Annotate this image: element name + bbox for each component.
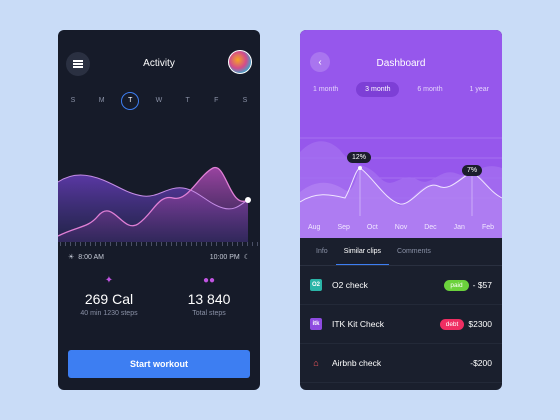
status-badge: paid (444, 279, 469, 291)
period-1-month[interactable]: 1 month (313, 86, 339, 93)
month-axis: Aug Sep Oct Nov Dec Jan Feb (300, 224, 502, 231)
period-6-month[interactable]: 6 month (417, 86, 443, 93)
airbnb-icon: ⌂ (313, 358, 319, 368)
period-1-year[interactable]: 1 year (469, 86, 489, 93)
page-title: Dashboard (376, 58, 426, 69)
chevron-left-icon: ‹ (318, 56, 322, 68)
stat-label: 40 min 1230 steps (80, 310, 138, 317)
day-thu[interactable]: T (185, 97, 190, 104)
running-icon: ✦ (104, 275, 114, 286)
stat-label: Total steps (192, 310, 226, 317)
o2-icon: O2 (310, 279, 322, 291)
callout-7: 7% (462, 165, 483, 176)
line-front (58, 167, 249, 237)
hamburger-icon (73, 63, 83, 65)
page-title: Activity (143, 58, 175, 69)
list-item[interactable]: itk ITK Kit Check debt $2300 (300, 305, 502, 344)
time-start: ☀ 8:00 AM (68, 253, 104, 262)
tab-bar: Info Similar clips Comments (300, 238, 502, 266)
list-item[interactable]: ⌂ Airbnb check -$200 (300, 344, 502, 383)
month-label: Sep (337, 224, 350, 231)
list-item-label: ITK Kit Check (332, 319, 384, 329)
day-mon[interactable]: M (98, 97, 105, 104)
period-selector: 1 month 3 month 6 month 1 year (304, 82, 498, 97)
list-item-amount: $2300 (468, 319, 492, 329)
day-sat[interactable]: S (242, 97, 248, 104)
dashboard-screen: ‹ Dashboard 1 month 3 month 6 month 1 ye… (300, 30, 502, 390)
line-back (58, 174, 249, 210)
status-badge: debt (439, 318, 465, 330)
month-label: Jan (453, 224, 465, 231)
list-item-amount: - $57 (472, 280, 492, 290)
activity-screen: Activity S M T W T F S ☀ 8:00 AM (58, 30, 260, 390)
tab-info[interactable]: Info (316, 248, 328, 255)
avatar[interactable] (228, 50, 252, 74)
moon-icon: ☾ (243, 254, 250, 261)
back-button[interactable]: ‹ (310, 52, 330, 72)
time-start-label: 8:00 AM (78, 253, 104, 261)
list-item-amount: -$200 (470, 358, 492, 368)
tab-similar-clips[interactable]: Similar clips (335, 238, 390, 265)
tab-comments[interactable]: Comments (397, 248, 431, 255)
month-label: Oct (366, 224, 378, 231)
day-sun[interactable]: S (70, 97, 76, 104)
activity-chart (58, 167, 251, 242)
list-item[interactable]: O2 O2 check paid - $57 (300, 266, 502, 305)
dashboard-chart (300, 137, 502, 238)
area-front (58, 167, 248, 242)
period-3-month[interactable]: 3 month (356, 82, 400, 97)
stat-calories: ✦ 269 Cal 40 min 1230 steps (59, 275, 159, 317)
footsteps-icon: ●● (202, 275, 216, 286)
day-tue[interactable]: T (121, 92, 140, 110)
month-label: Dec (424, 224, 437, 231)
menu-button[interactable] (66, 52, 90, 76)
time-ticks (60, 242, 258, 247)
clip-list: O2 O2 check paid - $57 itk ITK Kit Check… (300, 266, 502, 383)
callout-12: 12% (347, 152, 372, 163)
list-item-label: O2 check (332, 280, 368, 290)
list-item-label: Airbnb check (332, 358, 382, 368)
stat-steps: ●● 13 840 Total steps (159, 275, 259, 317)
time-end: 10:00 PM ☾ (209, 253, 250, 262)
time-end-label: 10:00 PM (209, 253, 240, 261)
stat-value: 13 840 (187, 291, 231, 307)
chart-endpoint (245, 197, 251, 203)
day-wed[interactable]: W (155, 97, 163, 104)
start-workout-button[interactable]: Start workout (68, 350, 250, 378)
stat-value: 269 Cal (84, 291, 134, 307)
month-label: Aug (308, 224, 321, 231)
day-selector: S M T W T F S (64, 92, 254, 110)
sun-icon: ☀ (68, 254, 75, 261)
day-fri[interactable]: F (214, 97, 219, 104)
itk-icon: itk (310, 318, 322, 330)
month-label: Feb (481, 224, 494, 231)
dashboard-header: ‹ Dashboard 1 month 3 month 6 month 1 ye… (300, 30, 502, 238)
month-label: Nov (394, 224, 408, 231)
